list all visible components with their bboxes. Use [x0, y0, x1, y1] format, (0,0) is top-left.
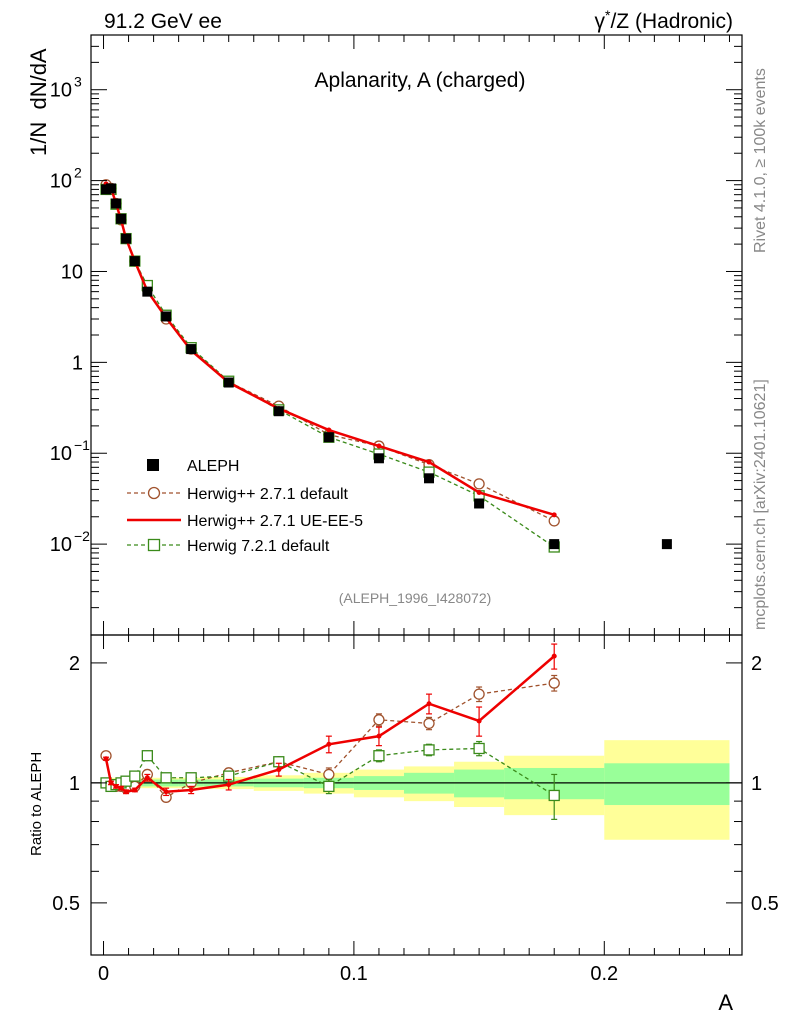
main-point-aleph [161, 311, 172, 322]
ratio-tick-label-right: 0.5 [751, 893, 779, 915]
main-point-aleph [101, 184, 112, 195]
main-point-aleph [549, 539, 560, 550]
main-point-herwig-default [548, 515, 560, 527]
ratio-point-herwig-ueee5 [118, 785, 124, 791]
plot-title: Aplanarity, A (charged) [315, 69, 526, 92]
main-point-aleph [121, 233, 132, 244]
x-axis-title: A [718, 990, 733, 1015]
ratio-tick-label-right: 1 [751, 773, 762, 795]
y-tick-label: 1 [72, 352, 83, 374]
series-line-2 [105, 182, 555, 517]
ratio-point-herwig-ueee5 [376, 733, 382, 739]
ratio-axis-title: Ratio to ALEPH [28, 752, 45, 856]
ratio-point-herwig72 [373, 750, 385, 762]
ratio-frame [90, 634, 743, 956]
ratio-point-herwig72 [141, 750, 153, 762]
ratio-point-herwig-ueee5 [551, 653, 557, 659]
legend-marker-aleph [147, 459, 159, 471]
ratio-point-herwig-default [373, 714, 385, 726]
ratio-panel [91, 643, 742, 840]
main-point-aleph [424, 473, 435, 484]
ratio-tick-label-left: 1 [69, 773, 80, 795]
legend-marker-herwig72 [147, 538, 161, 552]
main-point-herwig-ueee5 [326, 427, 332, 433]
ratio-point-herwig-ueee5 [188, 787, 194, 793]
header-left: 91.2 GeV ee [104, 10, 222, 33]
main-point-aleph [323, 432, 334, 443]
ratio-point-herwig-default [323, 768, 335, 781]
main-point-aleph [373, 453, 384, 464]
ratio-point-herwig72 [473, 742, 485, 755]
ratio-point-herwig-ueee5 [426, 701, 432, 707]
ratio-tick-label-left: 0.5 [52, 893, 80, 915]
series-line-1 [105, 184, 555, 522]
ratio-point-herwig-ueee5 [132, 787, 138, 793]
ratio-point-herwig-ueee5 [108, 780, 114, 786]
ratio-point-herwig-ueee5 [144, 775, 150, 781]
main-point-herwig-ueee5 [426, 459, 432, 465]
legend-label-herwig-ueee5: Herwig++ 2.7.1 UE-EE-5 [187, 513, 363, 530]
ratio-point-herwig72 [185, 772, 197, 784]
y-tick-label: 10 [61, 261, 83, 283]
main-point-aleph [111, 198, 122, 209]
ratio-band-inner [604, 763, 730, 806]
main-point-aleph [186, 344, 197, 355]
main-point-herwig-ueee5 [551, 512, 557, 518]
legend-label-aleph: ALEPH [187, 458, 239, 475]
ratio-point-herwig-ueee5 [476, 718, 482, 724]
ratio-point-herwig72 [423, 744, 435, 756]
ratio-tick-label-right: 2 [751, 653, 762, 675]
main-panel [100, 179, 672, 553]
ratio-tick-label-left: 2 [69, 653, 80, 675]
ratio-point-herwig72 [323, 780, 335, 793]
main-point-aleph [116, 213, 127, 224]
ratio-point-herwig-ueee5 [276, 767, 282, 773]
main-point-herwig-ueee5 [476, 489, 482, 495]
x-tick-label: 0.2 [590, 963, 618, 985]
main-point-aleph [223, 377, 234, 388]
ratio-point-herwig-ueee5 [163, 789, 169, 795]
legend: ALEPH Herwig++ 2.7.1 default Herwig++ 2.… [127, 458, 363, 555]
main-point-herwig-default [473, 478, 485, 490]
main-point-aleph [474, 498, 485, 509]
y-tick-label: 10 [50, 534, 72, 556]
main-point-aleph [129, 256, 140, 267]
main-point-herwig-ueee5 [376, 443, 382, 449]
y-tick-exponent: −1 [74, 437, 90, 453]
main-point-aleph [106, 183, 117, 194]
y-tick-exponent: 2 [74, 165, 82, 181]
analysis-id: (ALEPH_1996_I428072) [339, 590, 492, 606]
y-tick-label: 10 [50, 171, 72, 193]
ratio-point-herwig-default [473, 688, 485, 700]
y-tick-exponent: 3 [74, 74, 82, 90]
ratio-point-herwig-ueee5 [113, 783, 119, 789]
y-tick-label: 10 [50, 80, 72, 102]
ratio-point-herwig-ueee5 [103, 756, 109, 762]
ratio-point-herwig72 [160, 772, 172, 784]
legend-marker-herwig-default [147, 486, 161, 500]
y-tick-label: 10 [50, 443, 72, 465]
ratio-point-herwig-ueee5 [226, 782, 232, 788]
ratio-point-herwig-default [423, 717, 435, 730]
rivet-label: Rivet 4.1.0, ≥ 100k events [752, 68, 769, 253]
main-point-aleph [273, 406, 284, 417]
legend-label-herwig72: Herwig 7.2.1 default [187, 538, 330, 555]
main-point-aleph [142, 286, 153, 297]
main-point-aleph [661, 539, 672, 550]
ratio-point-herwig-default [548, 677, 560, 689]
ratio-line-2 [104, 655, 556, 794]
y-axis-title: 1/N dN/dA [26, 48, 51, 156]
legend-label-herwig-default: Herwig++ 2.7.1 default [187, 486, 349, 503]
ratio-point-herwig72 [129, 770, 141, 782]
y-tick-exponent: −2 [74, 528, 90, 544]
ratio-point-herwig-ueee5 [326, 741, 332, 747]
ratio-point-herwig72 [548, 789, 560, 802]
header-right: γ*/Z (Hadronic) [595, 7, 733, 33]
mcplots-label: mcplots.cern.ch [arXiv:2401.10621] [752, 379, 769, 630]
x-tick-label: 0.1 [340, 963, 368, 985]
x-tick-label: 0 [98, 963, 109, 985]
ratio-point-herwig-ueee5 [123, 789, 129, 795]
